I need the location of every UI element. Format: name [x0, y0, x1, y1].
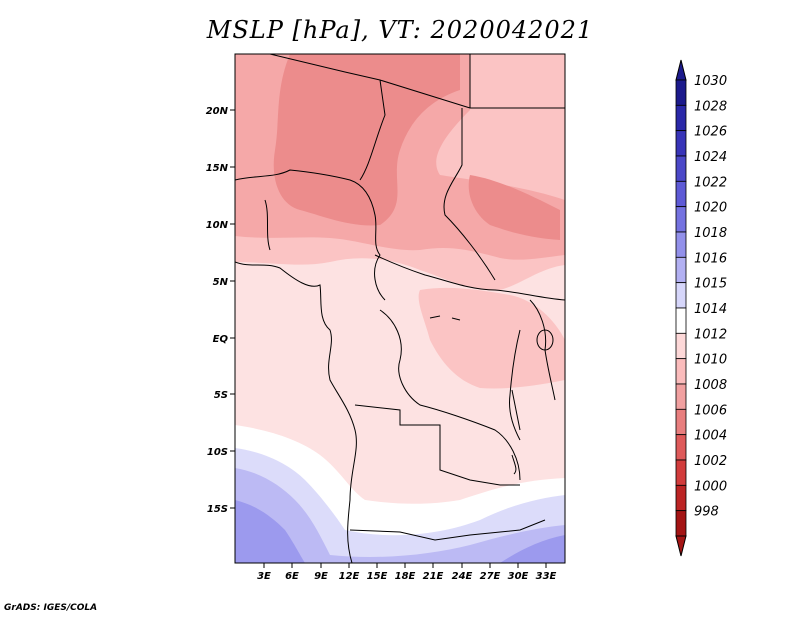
- colorbar-label: 1010: [694, 353, 727, 368]
- colorbar-label: 1018: [694, 226, 727, 241]
- colorbar-swatch: [675, 307, 687, 334]
- lon-label: 6E: [285, 571, 299, 582]
- colorbar-swatch: [675, 510, 687, 537]
- borders: [235, 54, 565, 563]
- lon-label: 21E: [423, 571, 444, 582]
- pressure-field-1016: [235, 468, 565, 563]
- lakes: [429, 315, 554, 475]
- lon-label: 12E: [339, 571, 360, 582]
- colorbar-swatch: [675, 434, 687, 461]
- colorbar-label: 1026: [694, 125, 727, 140]
- lat-label: 20N: [206, 106, 229, 117]
- colorbar-swatch: [675, 383, 687, 410]
- colorbar-swatch: [675, 332, 687, 360]
- lon-label: 27E: [480, 571, 501, 582]
- colorbar-label: 1016: [694, 251, 727, 266]
- colorbar-label: 1028: [694, 99, 727, 114]
- credit-text: GrADS: IGES/COLA: [4, 603, 98, 613]
- lon-label: 9E: [314, 571, 328, 582]
- colorbar-swatch: [675, 484, 687, 512]
- lat-label: 15N: [206, 163, 229, 174]
- colorbar-bottom-arrow: [675, 535, 687, 557]
- colorbar-top-arrow: [675, 59, 687, 81]
- lat-labels: 20N 15N 10N 5N EQ 5S 10S 15S: [206, 106, 229, 515]
- lat-label: 5N: [213, 277, 229, 288]
- colorbar-label: 1002: [694, 454, 727, 469]
- lat-label: EQ: [213, 334, 229, 345]
- colorbar-swatch: [675, 256, 687, 284]
- lon-label: 15E: [367, 571, 388, 582]
- colorbar-swatch: [675, 104, 687, 132]
- map-frame: [234, 53, 566, 564]
- lat-ticks: [230, 109, 235, 509]
- colorbar-swatch: [675, 206, 687, 233]
- lon-label: 33E: [536, 571, 557, 582]
- lon-label: 3E: [257, 571, 271, 582]
- pressure-field-1010-east: [418, 287, 565, 389]
- colorbar-label: 1012: [694, 327, 727, 342]
- colorbar-swatch: [675, 358, 687, 385]
- colorbar-label: 1004: [694, 429, 727, 444]
- colorbar-label: 1022: [694, 175, 727, 190]
- pressure-field-1006: [273, 54, 460, 226]
- colorbar-swatch: [675, 408, 687, 436]
- lon-labels: 3E 6E 9E 12E 15E 18E 21E 24E 27E 30E 33E: [257, 571, 556, 582]
- colorbar-label: 1015: [694, 277, 727, 292]
- colorbar-label: 1000: [694, 479, 727, 494]
- lon-label: 18E: [395, 571, 416, 582]
- lon-ticks: [263, 563, 547, 568]
- colorbar-swatch: [675, 180, 687, 208]
- lon-label: 24E: [452, 571, 473, 582]
- colorbar-swatch: [675, 79, 687, 106]
- colorbar-label: 1030: [694, 74, 727, 89]
- colorbar-label: 1014: [694, 302, 727, 317]
- lat-label: 15S: [207, 504, 228, 515]
- colorbar-label: 1024: [694, 150, 727, 165]
- colorbar: 1030 1028 1026 1024 1022 1020 1018 1016 1015 1014…: [675, 59, 727, 557]
- colorbar-label: 998: [694, 505, 719, 520]
- colorbar-label: 1006: [694, 403, 727, 418]
- lon-label: 30E: [508, 571, 529, 582]
- colorbar-swatch: [675, 231, 687, 258]
- colorbar-swatch: [675, 459, 687, 486]
- pressure-field-1018b: [500, 535, 565, 563]
- colorbar-swatch: [675, 130, 687, 157]
- pressure-field-1006b: [468, 175, 560, 240]
- lat-label: 5S: [214, 390, 228, 401]
- map-plot: [235, 54, 565, 563]
- pressure-field-1018: [235, 500, 305, 563]
- lat-label: 10S: [207, 447, 228, 458]
- colorbar-swatch: [675, 155, 687, 182]
- lat-label: 10N: [206, 220, 229, 231]
- colorbar-label: 1020: [694, 201, 727, 216]
- map-title: MSLP [hPa], VT: 2020042021: [206, 16, 594, 44]
- colorbar-swatch: [675, 282, 687, 309]
- colorbar-label: 1008: [694, 378, 727, 393]
